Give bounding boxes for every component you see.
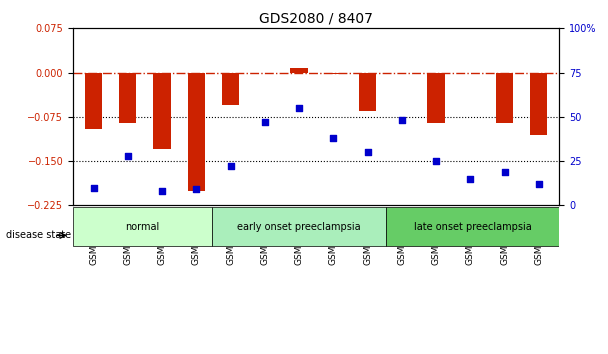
Point — [89, 185, 98, 190]
Text: normal: normal — [125, 222, 159, 232]
Bar — [291, 68, 308, 73]
Point — [328, 135, 338, 141]
Point — [226, 164, 235, 169]
Point — [157, 188, 167, 194]
Text: early onset preeclampsia: early onset preeclampsia — [237, 222, 361, 232]
Bar — [153, 73, 171, 149]
Point — [466, 176, 475, 182]
Title: GDS2080 / 8407: GDS2080 / 8407 — [259, 12, 373, 26]
Bar — [119, 73, 136, 123]
Bar — [427, 73, 444, 123]
Point — [260, 119, 269, 125]
Text: late onset preeclampsia: late onset preeclampsia — [413, 222, 531, 232]
FancyBboxPatch shape — [73, 207, 212, 246]
Bar — [85, 73, 102, 129]
Point — [363, 149, 373, 155]
Point — [431, 158, 441, 164]
Bar — [530, 73, 547, 135]
Text: disease state: disease state — [6, 230, 71, 240]
Point — [397, 118, 407, 123]
FancyBboxPatch shape — [212, 207, 385, 246]
Bar — [496, 73, 513, 123]
Bar — [359, 73, 376, 111]
Bar — [325, 73, 342, 74]
Point — [534, 181, 544, 187]
Bar — [222, 73, 239, 105]
Point — [500, 169, 510, 175]
Point — [294, 105, 304, 111]
FancyBboxPatch shape — [385, 207, 559, 246]
Point — [192, 187, 201, 192]
Point — [123, 153, 133, 159]
Bar — [188, 73, 205, 190]
